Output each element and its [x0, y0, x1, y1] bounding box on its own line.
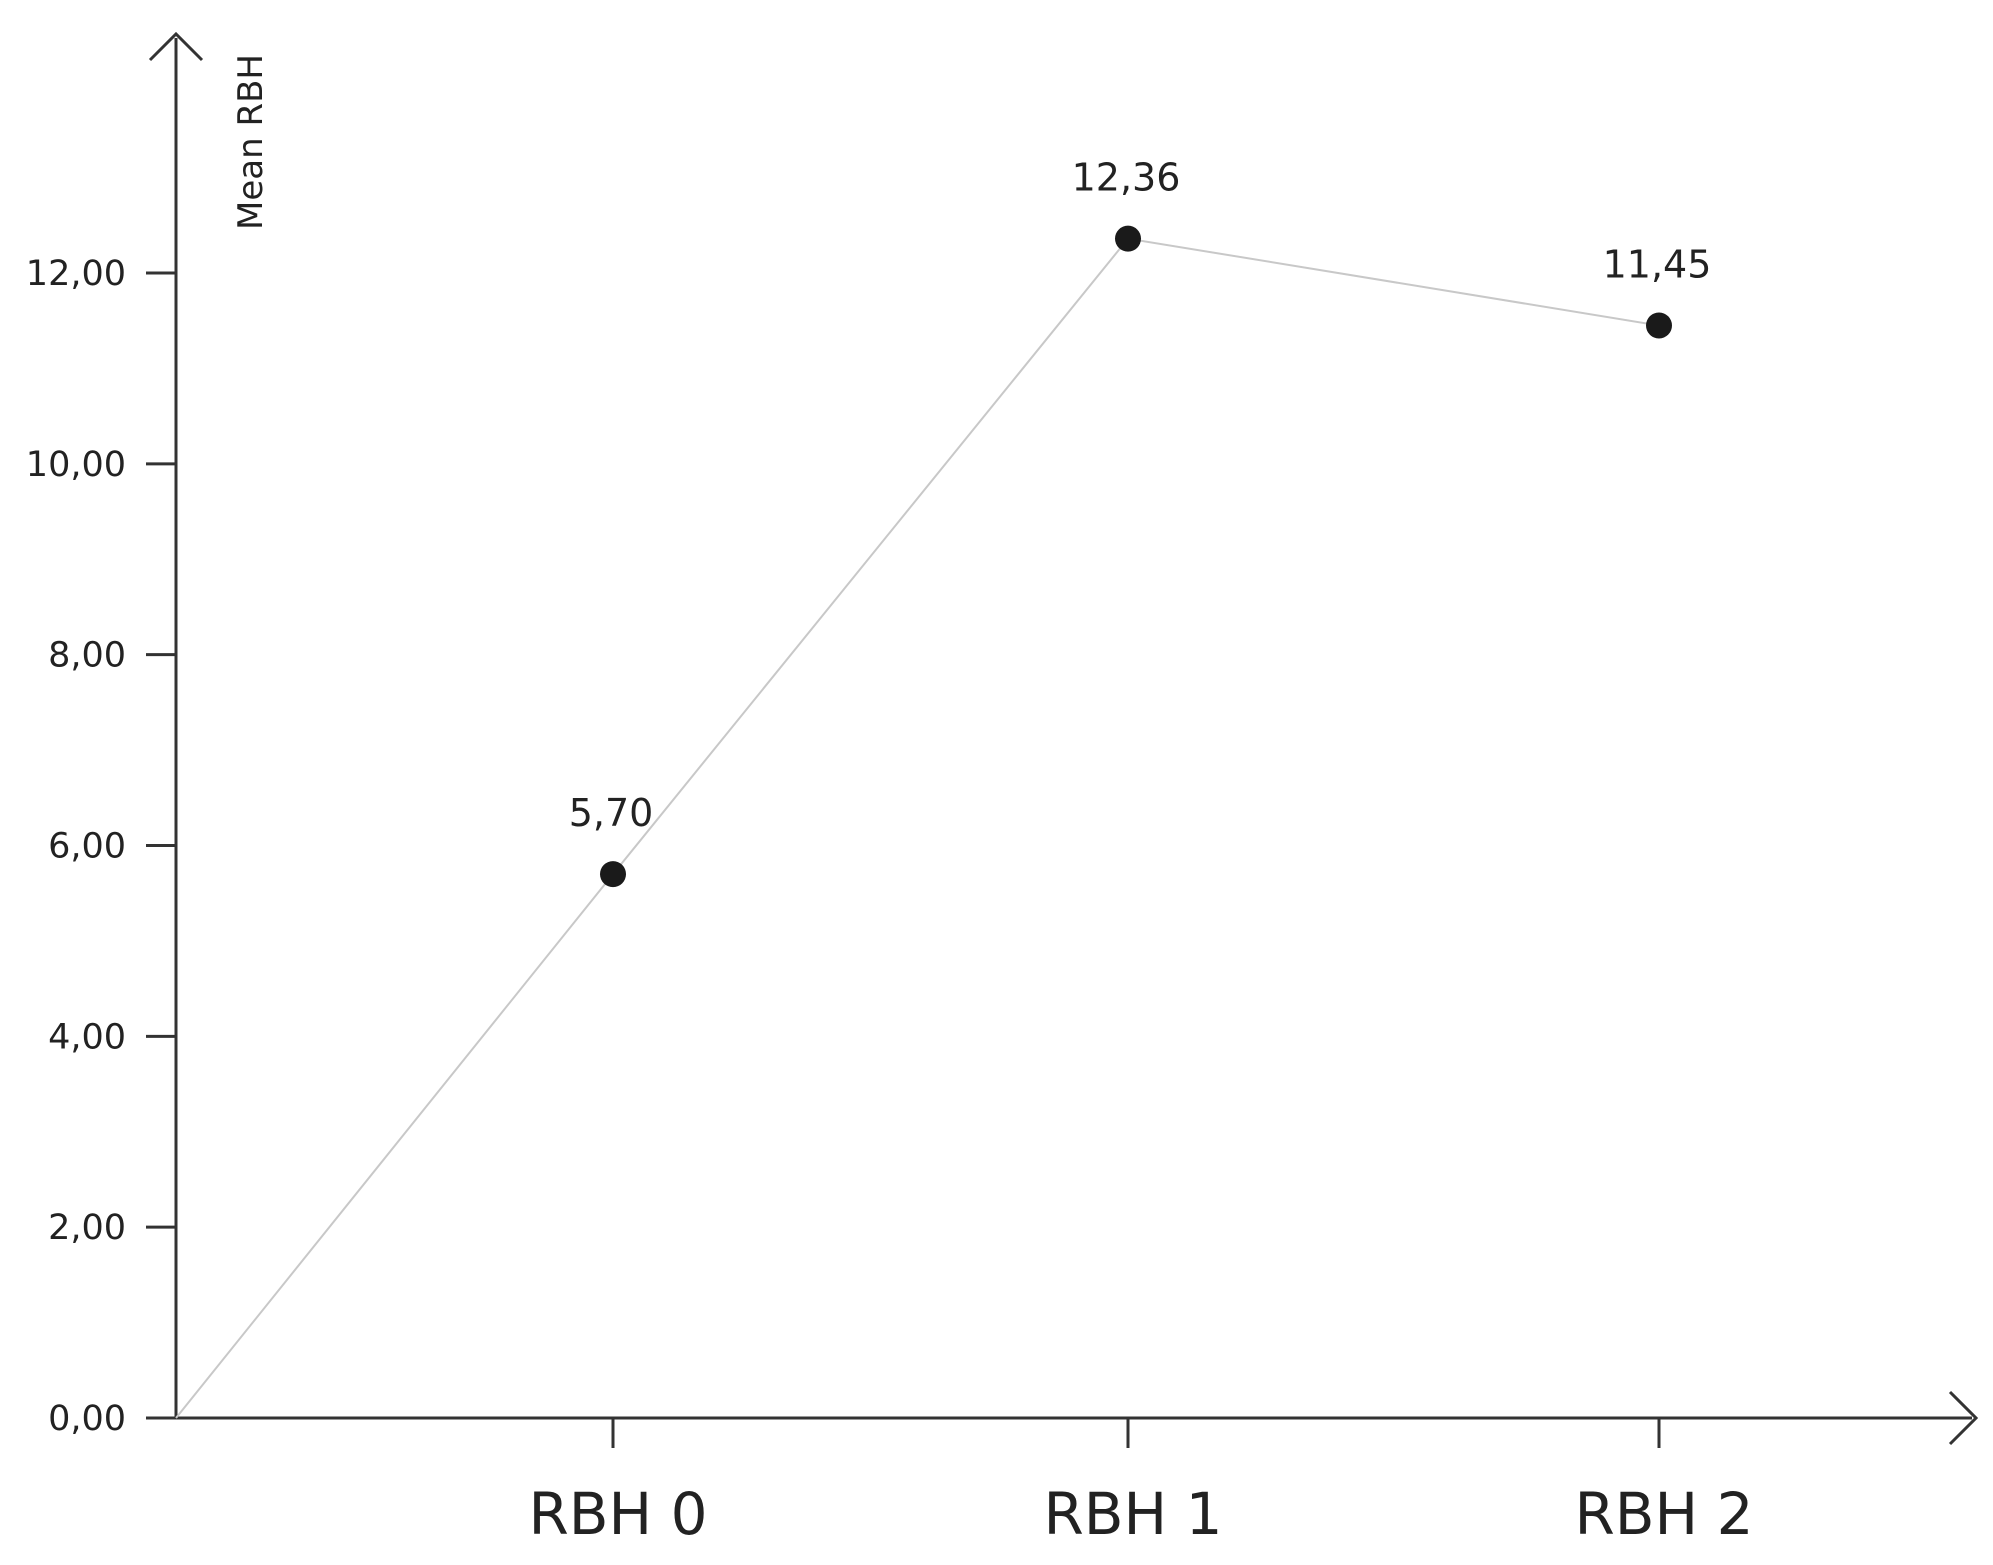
series: 5,70 12,36 11,45 — [175, 156, 1712, 1419]
data-point — [1115, 225, 1141, 252]
x-category-label: RBH 0 — [528, 1480, 707, 1548]
y-tick-label: 10,00 — [26, 445, 126, 485]
y-ticks: 0,00 2,00 4,00 6,00 8,00 10,00 12,00 — [26, 254, 176, 1439]
x-category-label: RBH 2 — [1574, 1480, 1753, 1548]
y-tick-label: 12,00 — [26, 254, 126, 294]
axes: Mean RBH — [148, 31, 1979, 1446]
y-tick-label: 4,00 — [48, 1017, 126, 1057]
data-label: 5,70 — [569, 791, 654, 835]
data-label: 11,45 — [1603, 242, 1712, 286]
y-axis-title: Mean RBH — [231, 54, 271, 230]
data-label: 12,36 — [1072, 156, 1181, 200]
data-point — [1646, 312, 1672, 339]
y-tick-label: 0,00 — [48, 1399, 126, 1439]
y-tick-label: 2,00 — [48, 1208, 126, 1248]
x-category-label: RBH 1 — [1043, 1480, 1222, 1548]
series-line — [175, 237, 1660, 1419]
x-ticks: RBH 0 RBH 1 RBH 2 — [528, 1418, 1754, 1548]
data-point — [600, 861, 626, 888]
y-axis-arrow — [148, 31, 204, 62]
y-tick-label: 8,00 — [48, 636, 126, 676]
x-axis-arrow — [1948, 1390, 1979, 1446]
y-tick-label: 6,00 — [48, 827, 126, 867]
